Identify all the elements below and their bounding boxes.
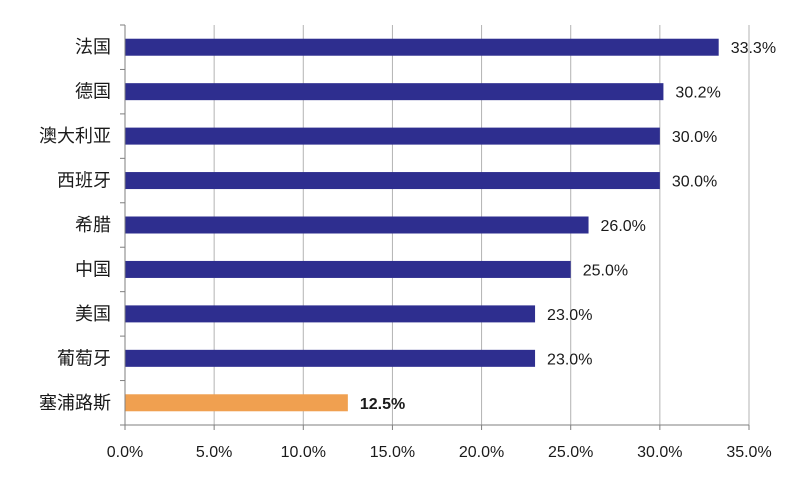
x-tick-label: 25.0%	[548, 444, 593, 461]
category-label: 葡萄牙	[57, 348, 111, 369]
x-tick-label: 15.0%	[370, 444, 415, 461]
data-label: 33.3%	[731, 40, 776, 57]
bar	[125, 349, 536, 367]
axes	[120, 24, 750, 430]
data-labels: 33.3% 30.2% 30.0% 30.0% 26.0% 25.0% 23.0% 23.0%…	[360, 40, 776, 413]
category-label: 中国	[75, 259, 111, 280]
data-label: 30.0%	[672, 174, 717, 191]
bar	[125, 127, 660, 145]
x-tick-label: 30.0%	[637, 444, 682, 461]
data-label: 30.0%	[672, 129, 717, 146]
x-tick-label: 0.0%	[107, 444, 143, 461]
data-label: 26.0%	[601, 218, 646, 235]
x-tick-label: 35.0%	[726, 444, 771, 461]
bar	[125, 260, 571, 278]
category-label: 西班牙	[57, 171, 111, 192]
data-label: 23.0%	[547, 351, 592, 368]
bar	[125, 305, 536, 323]
category-label: 塞浦路斯	[39, 393, 111, 414]
x-tick-label: 10.0%	[281, 444, 326, 461]
bar	[125, 172, 660, 190]
x-tick-labels: 0.0% 5.0% 10.0% 15.0% 20.0% 25.0% 30.0% 35.0%	[107, 444, 772, 461]
category-label: 希腊	[75, 215, 111, 236]
bar	[125, 83, 664, 101]
bar-highlighted	[125, 394, 348, 412]
category-label: 美国	[75, 304, 111, 325]
bar	[125, 216, 589, 234]
x-tick-label: 20.0%	[459, 444, 504, 461]
data-label: 12.5%	[360, 396, 405, 413]
data-label: 23.0%	[547, 307, 592, 324]
data-label: 30.2%	[675, 85, 720, 102]
data-label: 25.0%	[583, 262, 628, 279]
category-label: 澳大利亚	[39, 126, 111, 147]
x-tick-label: 5.0%	[196, 444, 232, 461]
category-label: 德国	[75, 82, 111, 103]
bars	[125, 38, 719, 412]
category-label: 法国	[75, 37, 111, 58]
bar	[125, 38, 719, 56]
